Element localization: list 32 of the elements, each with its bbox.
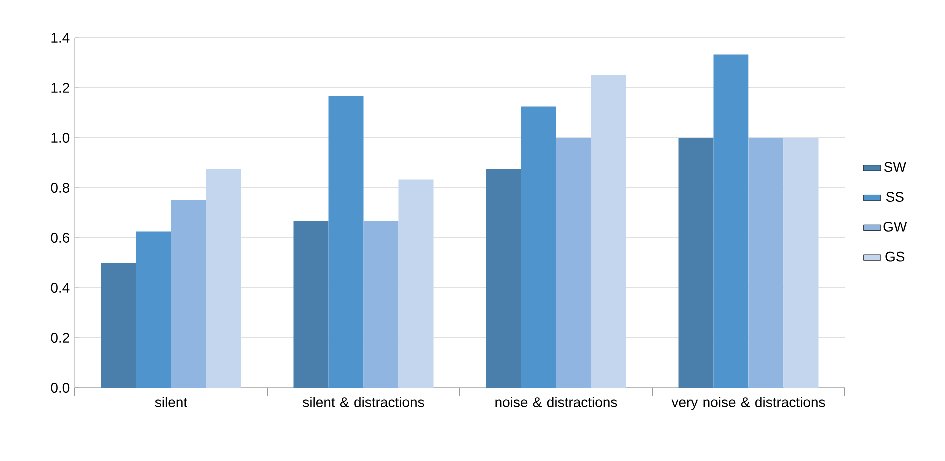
bar bbox=[556, 138, 592, 388]
x-tick-label: very noise & distractions bbox=[672, 397, 826, 410]
legend-label: SS bbox=[886, 192, 904, 202]
bar bbox=[486, 169, 522, 388]
bar bbox=[101, 262, 136, 388]
x-tick-label: silent bbox=[155, 397, 188, 408]
y-tick-label: 0.2 bbox=[51, 333, 70, 343]
bar bbox=[294, 221, 329, 388]
bar bbox=[206, 169, 242, 388]
bar bbox=[591, 75, 626, 388]
x-tick-label: silent & distractions bbox=[303, 397, 424, 408]
y-tick-label: 0.4 bbox=[51, 283, 70, 293]
legend-label: SW bbox=[884, 162, 906, 172]
bar bbox=[678, 138, 714, 388]
legend-label: GW bbox=[884, 222, 908, 232]
y-tick-label: 1.0 bbox=[52, 133, 70, 143]
bar bbox=[171, 200, 206, 388]
y-tick-label: 0.6 bbox=[51, 233, 70, 243]
bar bbox=[364, 221, 399, 388]
bar bbox=[748, 138, 784, 388]
y-tick-label: 1.4 bbox=[52, 33, 70, 43]
bar bbox=[784, 138, 819, 388]
bar bbox=[136, 232, 172, 388]
y-tick-label: 0.8 bbox=[51, 183, 70, 193]
y-tick-label: 0.0 bbox=[51, 383, 70, 393]
bar bbox=[714, 54, 749, 388]
x-tick-label: noise & distractions bbox=[496, 397, 618, 408]
bar bbox=[328, 96, 364, 388]
legend-label: GS bbox=[886, 252, 905, 262]
bar bbox=[398, 180, 434, 388]
y-tick-label: 1.2 bbox=[52, 83, 70, 93]
bar bbox=[521, 106, 556, 388]
